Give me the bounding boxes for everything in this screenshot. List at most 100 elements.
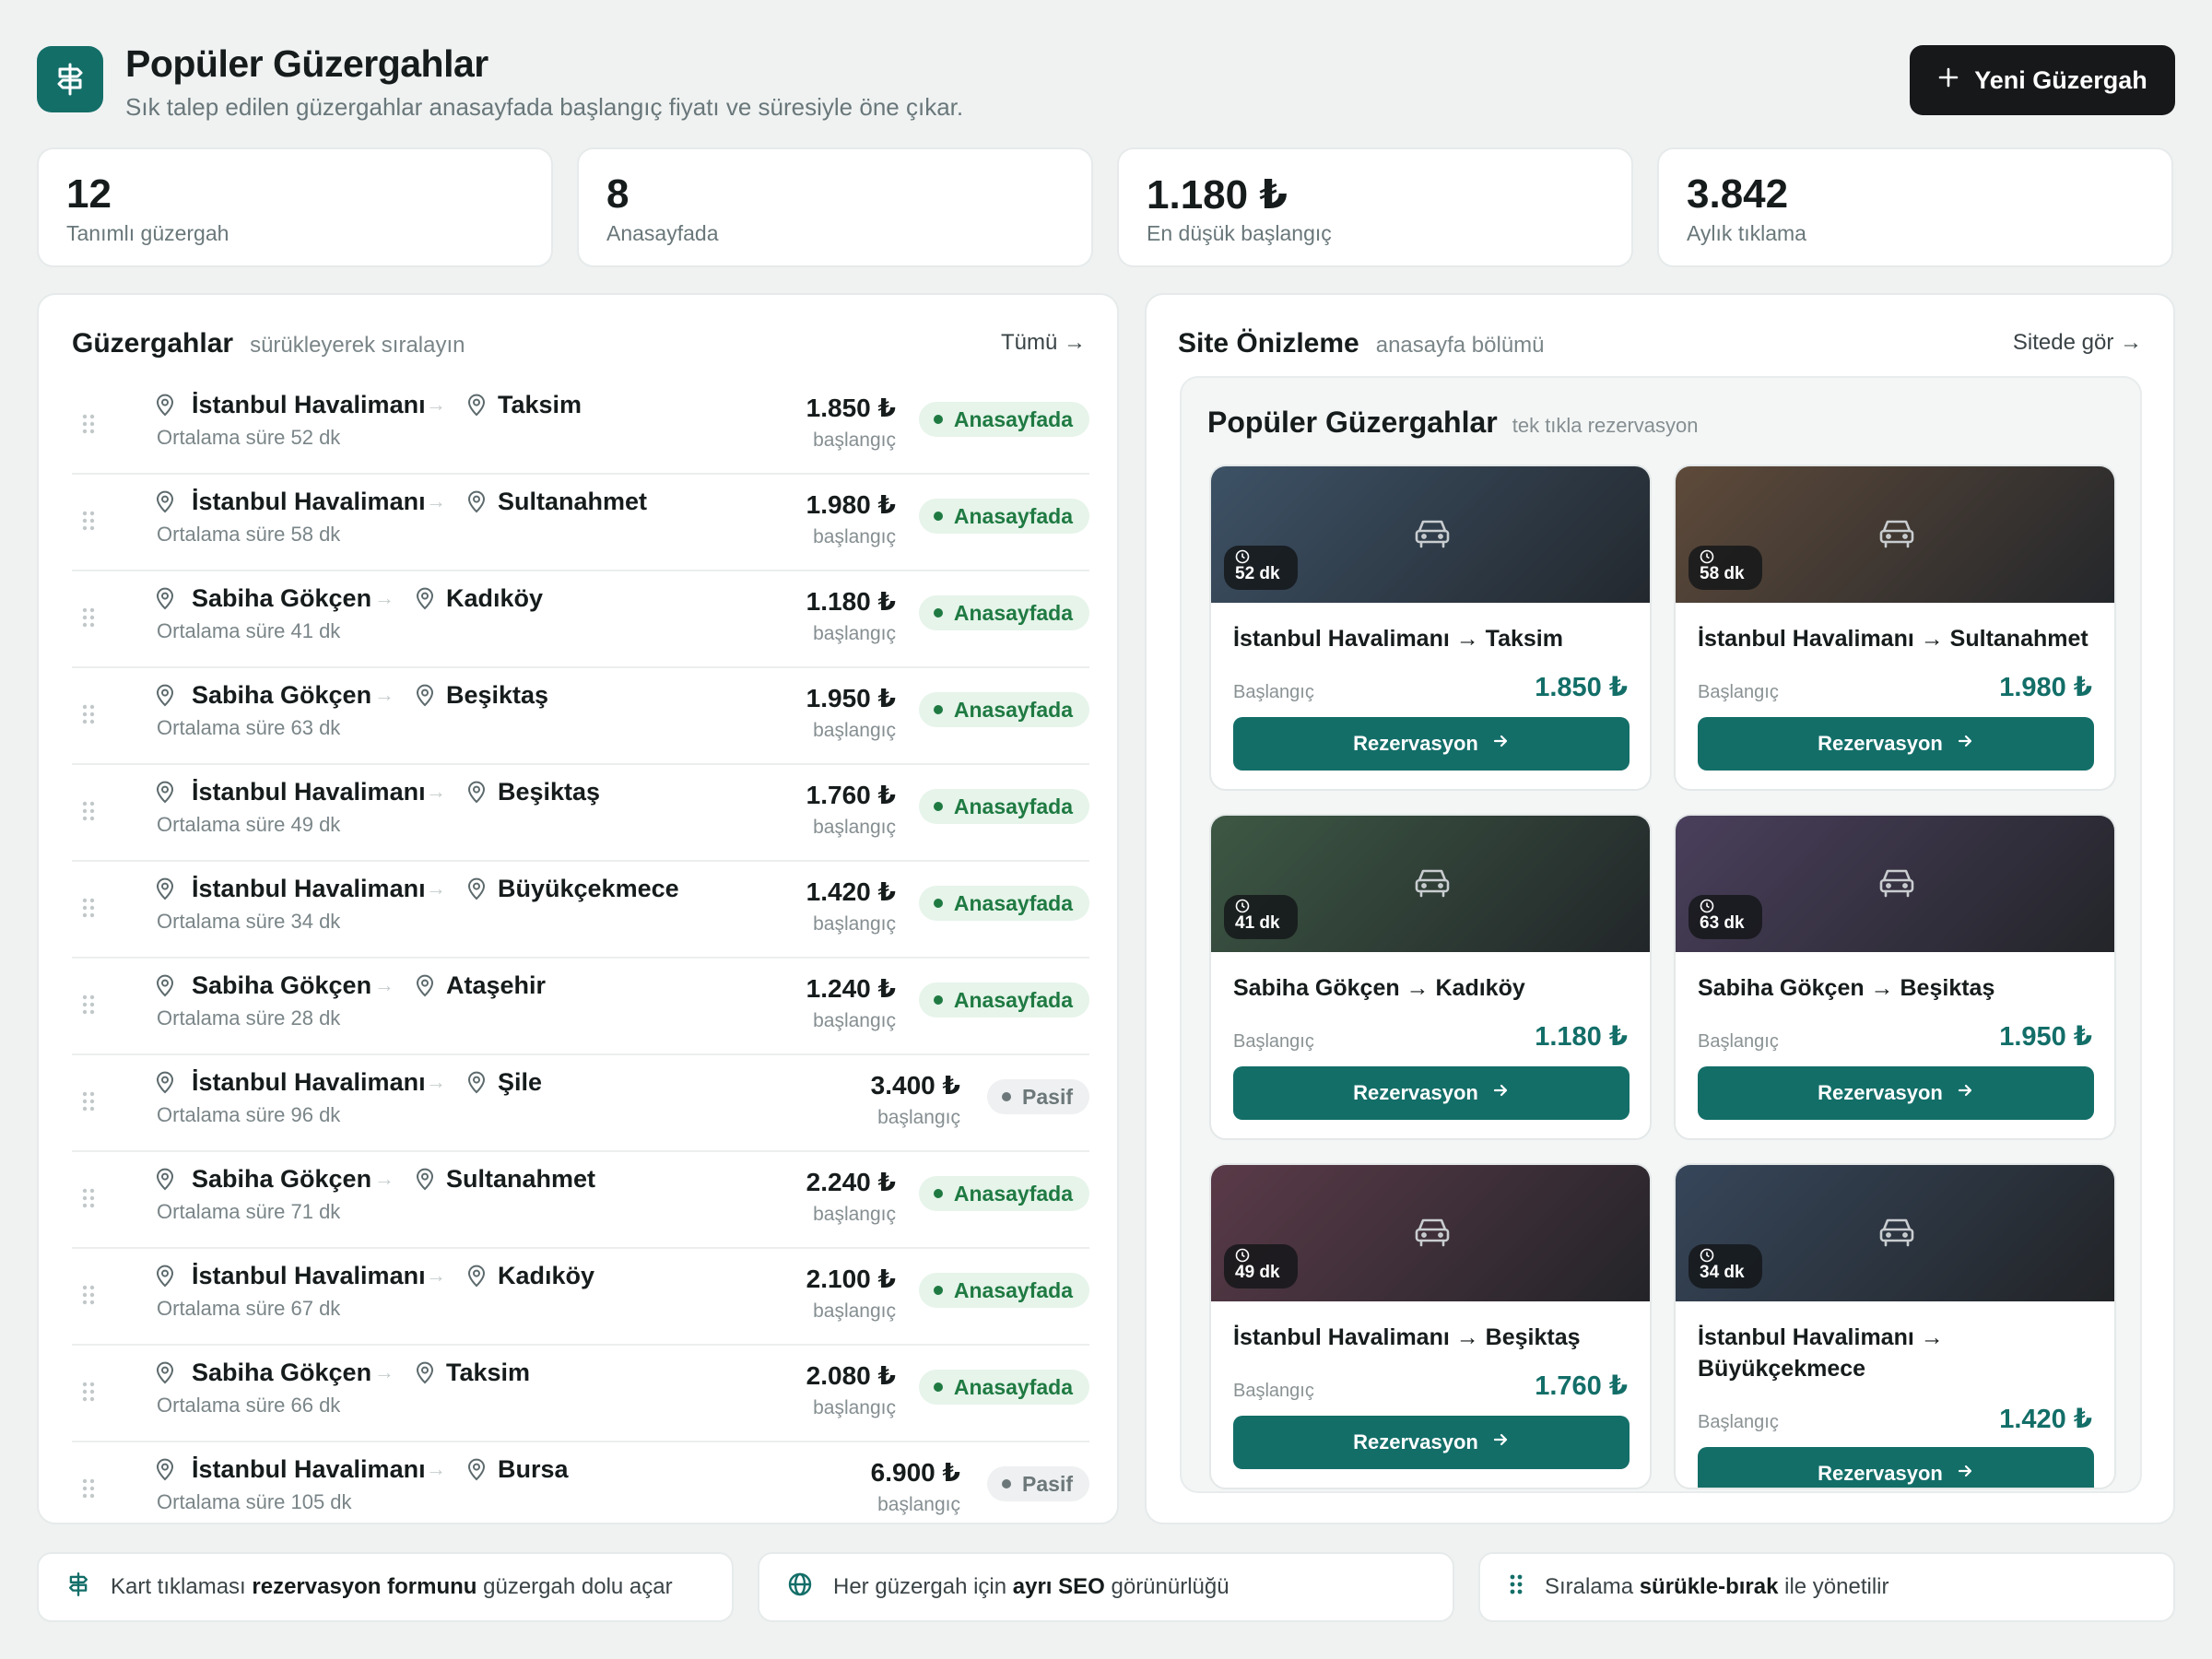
route-destination: Kadıköy	[498, 1262, 595, 1289]
location-pin-icon	[155, 683, 175, 707]
arrow-right-icon	[1956, 1462, 1974, 1486]
drag-handle-icon[interactable]	[81, 1381, 96, 1403]
feature-note-text: Sıralama sürükle-bırak ile yönetilir	[1545, 1574, 1889, 1599]
preview-route-card[interactable]: 58 dk İstanbul Havalimanı → Sultanahmet Ba…	[1674, 465, 2116, 791]
reservation-button[interactable]: Rezervasyon	[1698, 1447, 2094, 1488]
status-badge[interactable]: Anasayfada	[918, 886, 1089, 921]
route-card-price-label: Başlangıç	[1698, 682, 1779, 702]
drag-handle-icon[interactable]	[81, 606, 96, 629]
stat-label: En düşük başlangıç	[1147, 221, 1332, 245]
drag-handle-icon[interactable]	[81, 994, 96, 1016]
route-row[interactable]: İstanbul Havalimanı → Şile Ortalama süre 96…	[72, 1055, 1089, 1152]
arrow-right-icon	[1491, 1081, 1510, 1105]
status-badge[interactable]: Pasif	[987, 1079, 1089, 1114]
route-card-price: 1.980 ₺	[1999, 673, 2092, 702]
new-route-button[interactable]: Yeni Güzergah	[1910, 45, 2175, 115]
status-badge[interactable]: Anasayfada	[918, 595, 1089, 630]
route-row[interactable]: İstanbul Havalimanı → Sultanahmet Ortalama …	[72, 475, 1089, 571]
route-arrow-icon: →	[374, 1167, 394, 1190]
view-on-site-link[interactable]: Sitede gör →	[2012, 330, 2142, 355]
reservation-button[interactable]: Rezervasyon	[1698, 717, 2094, 771]
reservation-button[interactable]: Rezervasyon	[1233, 1416, 1630, 1469]
drag-handle-icon[interactable]	[81, 1090, 96, 1112]
car-icon	[1877, 1213, 1917, 1254]
route-logo-icon	[37, 46, 103, 112]
status-badge[interactable]: Anasayfada	[918, 1176, 1089, 1211]
route-card-image: 58 dk	[1676, 466, 2114, 603]
route-row[interactable]: Sabiha Gökçen → Ataşehir Ortalama süre 28 d…	[72, 959, 1089, 1055]
route-row[interactable]: İstanbul Havalimanı → Büyükçekmece Ortalama…	[72, 862, 1089, 959]
status-badge[interactable]: Anasayfada	[918, 692, 1089, 727]
location-pin-icon	[466, 1070, 487, 1094]
status-badge[interactable]: Anasayfada	[918, 402, 1089, 437]
drag-handle-icon[interactable]	[81, 800, 96, 822]
status-badge[interactable]: Anasayfada	[918, 1273, 1089, 1308]
route-price: 2.100 ₺	[806, 1265, 896, 1293]
car-icon	[1877, 864, 1917, 905]
duration-chip: 49 dk	[1224, 1244, 1298, 1288]
preview-route-card[interactable]: 49 dk İstanbul Havalimanı → Beşiktaş Başla…	[1209, 1163, 1652, 1489]
location-pin-icon	[155, 1167, 175, 1191]
route-price: 1.760 ₺	[806, 781, 896, 809]
route-arrow-icon: →	[426, 489, 446, 512]
drag-handle-icon[interactable]	[81, 1477, 96, 1500]
status-badge[interactable]: Anasayfada	[918, 499, 1089, 534]
preview-route-card[interactable]: 52 dk İstanbul Havalimanı → Taksim Başlang…	[1209, 465, 1652, 791]
drag-handle-icon[interactable]	[81, 413, 96, 435]
drag-handle-icon[interactable]	[81, 703, 96, 725]
drag-handle-icon[interactable]	[81, 510, 96, 532]
location-pin-icon	[155, 393, 175, 417]
feature-note-seo: Her güzergah için ayrı SEO görünürlüğü	[758, 1552, 1454, 1622]
status-badge-label: Pasif	[1022, 1084, 1073, 1109]
status-dot-icon	[933, 705, 943, 714]
route-card-title: İstanbul Havalimanı → Beşiktaş	[1233, 1324, 1581, 1350]
clock-icon	[1235, 549, 1250, 564]
new-route-button-label: Yeni Güzergah	[1974, 65, 2147, 94]
preview-route-card[interactable]: 41 dk Sabiha Gökçen → Kadıköy Başlangıç 1.1…	[1209, 814, 1652, 1140]
reservation-button[interactable]: Rezervasyon	[1698, 1066, 2094, 1120]
route-card-title: İstanbul Havalimanı → Büyükçekmece	[1698, 1324, 1944, 1382]
preview-route-card[interactable]: 34 dk İstanbul Havalimanı → Büyükçekmece B…	[1674, 1163, 2116, 1489]
route-row[interactable]: Sabiha Gökçen → Kadıköy Ortalama süre 41 dk…	[72, 571, 1089, 668]
route-arrow-icon: →	[426, 1264, 446, 1287]
reservation-button[interactable]: Rezervasyon	[1233, 1066, 1630, 1120]
drag-handle-icon[interactable]	[81, 1187, 96, 1209]
route-origin: İstanbul Havalimanı	[192, 1262, 426, 1289]
status-badge-label: Anasayfada	[953, 697, 1073, 722]
route-row[interactable]: İstanbul Havalimanı → Bursa Ortalama süre 1…	[72, 1442, 1089, 1523]
route-row[interactable]: Sabiha Gökçen → Beşiktaş Ortalama süre 63 d…	[72, 668, 1089, 765]
preview-route-card[interactable]: 63 dk Sabiha Gökçen → Beşiktaş Başlangıç 1.…	[1674, 814, 2116, 1140]
route-price: 1.180 ₺	[806, 587, 896, 616]
clock-icon	[1700, 899, 1714, 913]
view-all-link[interactable]: Tümü →	[1000, 330, 1086, 355]
stat-card-monthly-clicks: 3.842 Aylık tıklama	[1657, 147, 2173, 267]
status-badge-label: Anasayfada	[953, 794, 1073, 818]
route-card-price-label: Başlangıç	[1698, 1031, 1779, 1052]
route-duration: Ortalama süre 63 dk	[157, 716, 341, 739]
route-origin: Sabiha Gökçen	[192, 1165, 372, 1193]
drag-handle-icon[interactable]	[81, 897, 96, 919]
status-badge[interactable]: Anasayfada	[918, 982, 1089, 1018]
route-row[interactable]: İstanbul Havalimanı → Beşiktaş Ortalama sür…	[72, 765, 1089, 862]
reservation-button-label: Rezervasyon	[1353, 1430, 1478, 1453]
status-badge[interactable]: Anasayfada	[918, 1370, 1089, 1405]
duration-chip-label: 41 dk	[1235, 913, 1280, 933]
drag-handle-icon[interactable]	[81, 1284, 96, 1306]
route-duration: Ortalama süre 58 dk	[157, 523, 341, 546]
route-row[interactable]: İstanbul Havalimanı → Kadıköy Ortalama süre…	[72, 1249, 1089, 1346]
route-card-image: 34 dk	[1676, 1165, 2114, 1301]
route-row[interactable]: İstanbul Havalimanı → Taksim Ortalama süre …	[72, 378, 1089, 475]
route-price-label: başlangıç	[813, 526, 896, 547]
route-row[interactable]: Sabiha Gökçen → Taksim Ortalama süre 66 dk 2…	[72, 1346, 1089, 1442]
location-pin-icon	[155, 1264, 175, 1288]
reservation-button[interactable]: Rezervasyon	[1233, 717, 1630, 771]
location-pin-icon	[466, 780, 487, 804]
route-origin: İstanbul Havalimanı	[192, 488, 426, 515]
route-duration: Ortalama süre 66 dk	[157, 1394, 341, 1417]
route-arrow-icon: →	[426, 1457, 446, 1480]
status-badge[interactable]: Anasayfada	[918, 789, 1089, 824]
route-row[interactable]: Sabiha Gökçen → Sultanahmet Ortalama süre 7…	[72, 1152, 1089, 1249]
status-badge[interactable]: Pasif	[987, 1466, 1089, 1501]
route-arrow-icon: →	[374, 586, 394, 609]
route-arrow-icon: →	[374, 1360, 394, 1383]
